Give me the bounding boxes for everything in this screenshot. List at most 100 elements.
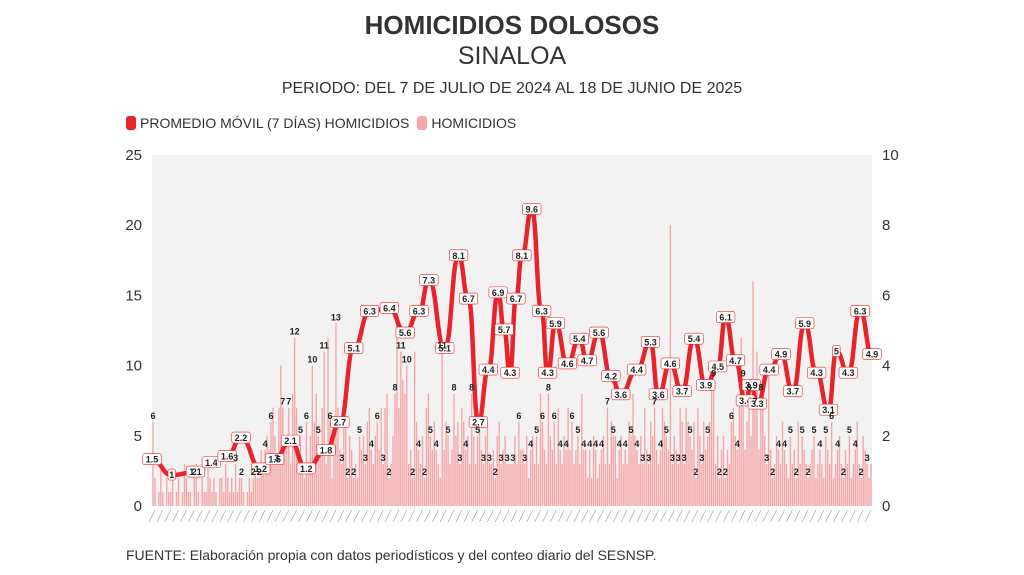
ma-label-bg bbox=[458, 292, 479, 305]
x-tick-mark bbox=[762, 509, 770, 523]
bar-data-label: 10 bbox=[307, 355, 317, 365]
homicide-bar bbox=[748, 393, 750, 506]
ma-data-label: 6.7 bbox=[462, 294, 475, 304]
homicide-bar bbox=[805, 463, 807, 506]
x-tick-mark bbox=[817, 509, 825, 523]
x-tick-mark bbox=[636, 509, 644, 523]
bar-data-label: 3 bbox=[457, 453, 462, 463]
homicide-bar bbox=[229, 491, 231, 506]
homicide-bar bbox=[868, 477, 870, 506]
ma-data-label: 1.5 bbox=[268, 455, 281, 465]
ma-data-label: 2.1 bbox=[284, 436, 297, 446]
homicide-bar bbox=[455, 435, 457, 506]
bar-data-label: 3 bbox=[682, 453, 687, 463]
bar-data-label: 4 bbox=[782, 439, 787, 449]
homicide-bar bbox=[354, 463, 357, 506]
homicide-bar bbox=[714, 463, 717, 506]
ma-data-label: 4.3 bbox=[810, 368, 823, 378]
ma-data-label: 4.9 bbox=[775, 350, 788, 360]
bar-data-label: 12 bbox=[290, 327, 300, 337]
homicide-bar bbox=[846, 463, 849, 506]
homicide-bar bbox=[494, 477, 496, 506]
homicide-bar bbox=[768, 365, 770, 506]
ma-data-label: 4.4 bbox=[763, 365, 776, 375]
ma-label-bg bbox=[419, 274, 439, 286]
y-right-tick-label: 4 bbox=[882, 358, 890, 375]
ma-data-label: 3.6 bbox=[615, 390, 628, 400]
homicide-bar bbox=[675, 449, 677, 506]
homicide-bar bbox=[600, 449, 603, 506]
x-tick-mark bbox=[195, 509, 203, 523]
x-tick-mark bbox=[668, 509, 675, 523]
y-right-tick-label: 2 bbox=[882, 428, 890, 445]
bar-data-label: 5 bbox=[811, 425, 816, 435]
homicide-bar bbox=[467, 435, 469, 506]
ma-label-bg bbox=[611, 388, 631, 401]
ma-data-label: 4.4 bbox=[482, 365, 495, 375]
ma-label-bg bbox=[379, 302, 399, 314]
homicide-bar bbox=[809, 463, 811, 506]
homicide-bar bbox=[673, 435, 675, 506]
homicide-bar bbox=[465, 449, 467, 506]
homicide-bar bbox=[268, 449, 270, 506]
homicide-bar bbox=[862, 435, 864, 506]
ma-label-bg bbox=[684, 332, 704, 345]
homicide-bar bbox=[425, 407, 428, 506]
x-tick-mark bbox=[809, 509, 817, 523]
homicide-bar bbox=[583, 449, 585, 506]
bar-data-label: 9 bbox=[711, 369, 716, 379]
homicide-bar bbox=[758, 449, 760, 506]
bar-data-label: 8 bbox=[451, 383, 456, 393]
ma-data-label: 6.3 bbox=[854, 306, 867, 316]
x-tick-mark bbox=[447, 509, 455, 523]
homicide-bar bbox=[168, 491, 170, 506]
ma-label-bg bbox=[741, 379, 761, 391]
homicide-bar bbox=[352, 477, 355, 506]
homicide-bar bbox=[457, 421, 459, 506]
ma-label-bg bbox=[468, 416, 488, 428]
homicide-bar bbox=[429, 435, 432, 506]
legend-label-moving-average: PROMEDIO MÓVIL (7 DÍAS) HOMICIDIOS bbox=[140, 115, 410, 131]
homicide-bar bbox=[791, 463, 794, 506]
homicide-bar bbox=[303, 477, 306, 506]
homicide-bar bbox=[380, 407, 382, 506]
ma-data-label: 5.1 bbox=[438, 343, 451, 353]
ma-data-label: 5.6 bbox=[399, 328, 412, 338]
x-tick-mark bbox=[376, 509, 384, 523]
bar-data-label: 5 bbox=[823, 425, 828, 435]
ma-data-label: 3.9 bbox=[700, 381, 713, 391]
homicide-bar bbox=[453, 393, 455, 506]
x-tick-mark bbox=[282, 509, 290, 523]
homicide-bar bbox=[850, 477, 853, 506]
homicide-bar bbox=[827, 449, 829, 506]
ma-data-label: 4.3 bbox=[842, 368, 855, 378]
x-tick-mark bbox=[416, 509, 423, 523]
legend-item-homicides[interactable]: HOMICIDIOS bbox=[417, 115, 516, 131]
homicide-bar bbox=[612, 435, 614, 506]
homicide-bar bbox=[223, 491, 225, 506]
homicide-bar bbox=[339, 449, 341, 506]
x-tick-mark bbox=[542, 509, 549, 523]
homicide-bar bbox=[547, 393, 550, 506]
homicide-bar bbox=[573, 463, 575, 506]
homicide-bar bbox=[329, 421, 331, 506]
homicide-bar bbox=[508, 463, 510, 506]
y-right-tick-label: 8 bbox=[882, 217, 890, 234]
bar-data-label: 6 bbox=[375, 411, 380, 421]
homicide-bar bbox=[219, 477, 221, 506]
bar-data-label: 5 bbox=[800, 425, 805, 435]
bar-data-label: 4 bbox=[593, 439, 598, 449]
ma-label-bg bbox=[316, 444, 336, 456]
homicide-bar bbox=[783, 449, 786, 506]
x-tick-mark bbox=[738, 509, 746, 523]
legend-item-moving-average[interactable]: PROMEDIO MÓVIL (7 DÍAS) HOMICIDIOS bbox=[126, 115, 409, 131]
bar-data-label: 3 bbox=[640, 453, 645, 463]
bar-data-label: 2 bbox=[257, 467, 262, 477]
bar-data-label: 4 bbox=[558, 439, 563, 449]
ma-label-bg bbox=[201, 456, 221, 469]
ma-label-bg bbox=[640, 335, 661, 348]
bar-data-label: 5 bbox=[688, 425, 693, 435]
bar-data-label: 3 bbox=[233, 453, 238, 463]
bar-data-label: 6 bbox=[552, 411, 557, 421]
homicide-bar bbox=[781, 421, 784, 506]
